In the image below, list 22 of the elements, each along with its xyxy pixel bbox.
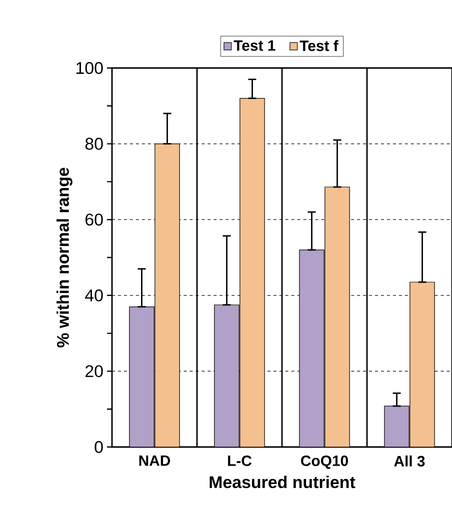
bar [214,304,240,447]
x-tick-label: CoQ10 [301,456,348,469]
x-tick-label: All 3 [394,456,425,466]
x-tick-label: L-C [228,456,252,466]
bar [129,306,154,447]
legend-label: Test 1 [234,40,276,51]
bar [410,282,435,447]
bar [299,250,324,447]
x-axis-title: Measured nutrient [210,476,356,488]
bar [240,98,265,447]
y-tick-label: 20 [86,365,103,378]
y-tick-label: 0 [94,441,103,453]
y-tick-label: 60 [86,214,103,226]
bar [384,406,410,447]
bar [154,143,180,447]
legend-label: Test f [300,40,338,52]
x-tick-label: NAD [139,456,170,466]
y-tick-label: 40 [85,289,103,302]
y-tick-label: 80 [85,138,103,150]
y-axis-title: % within normal range [56,168,72,348]
bar [324,186,350,447]
y-tick-label: 100 [76,62,103,74]
